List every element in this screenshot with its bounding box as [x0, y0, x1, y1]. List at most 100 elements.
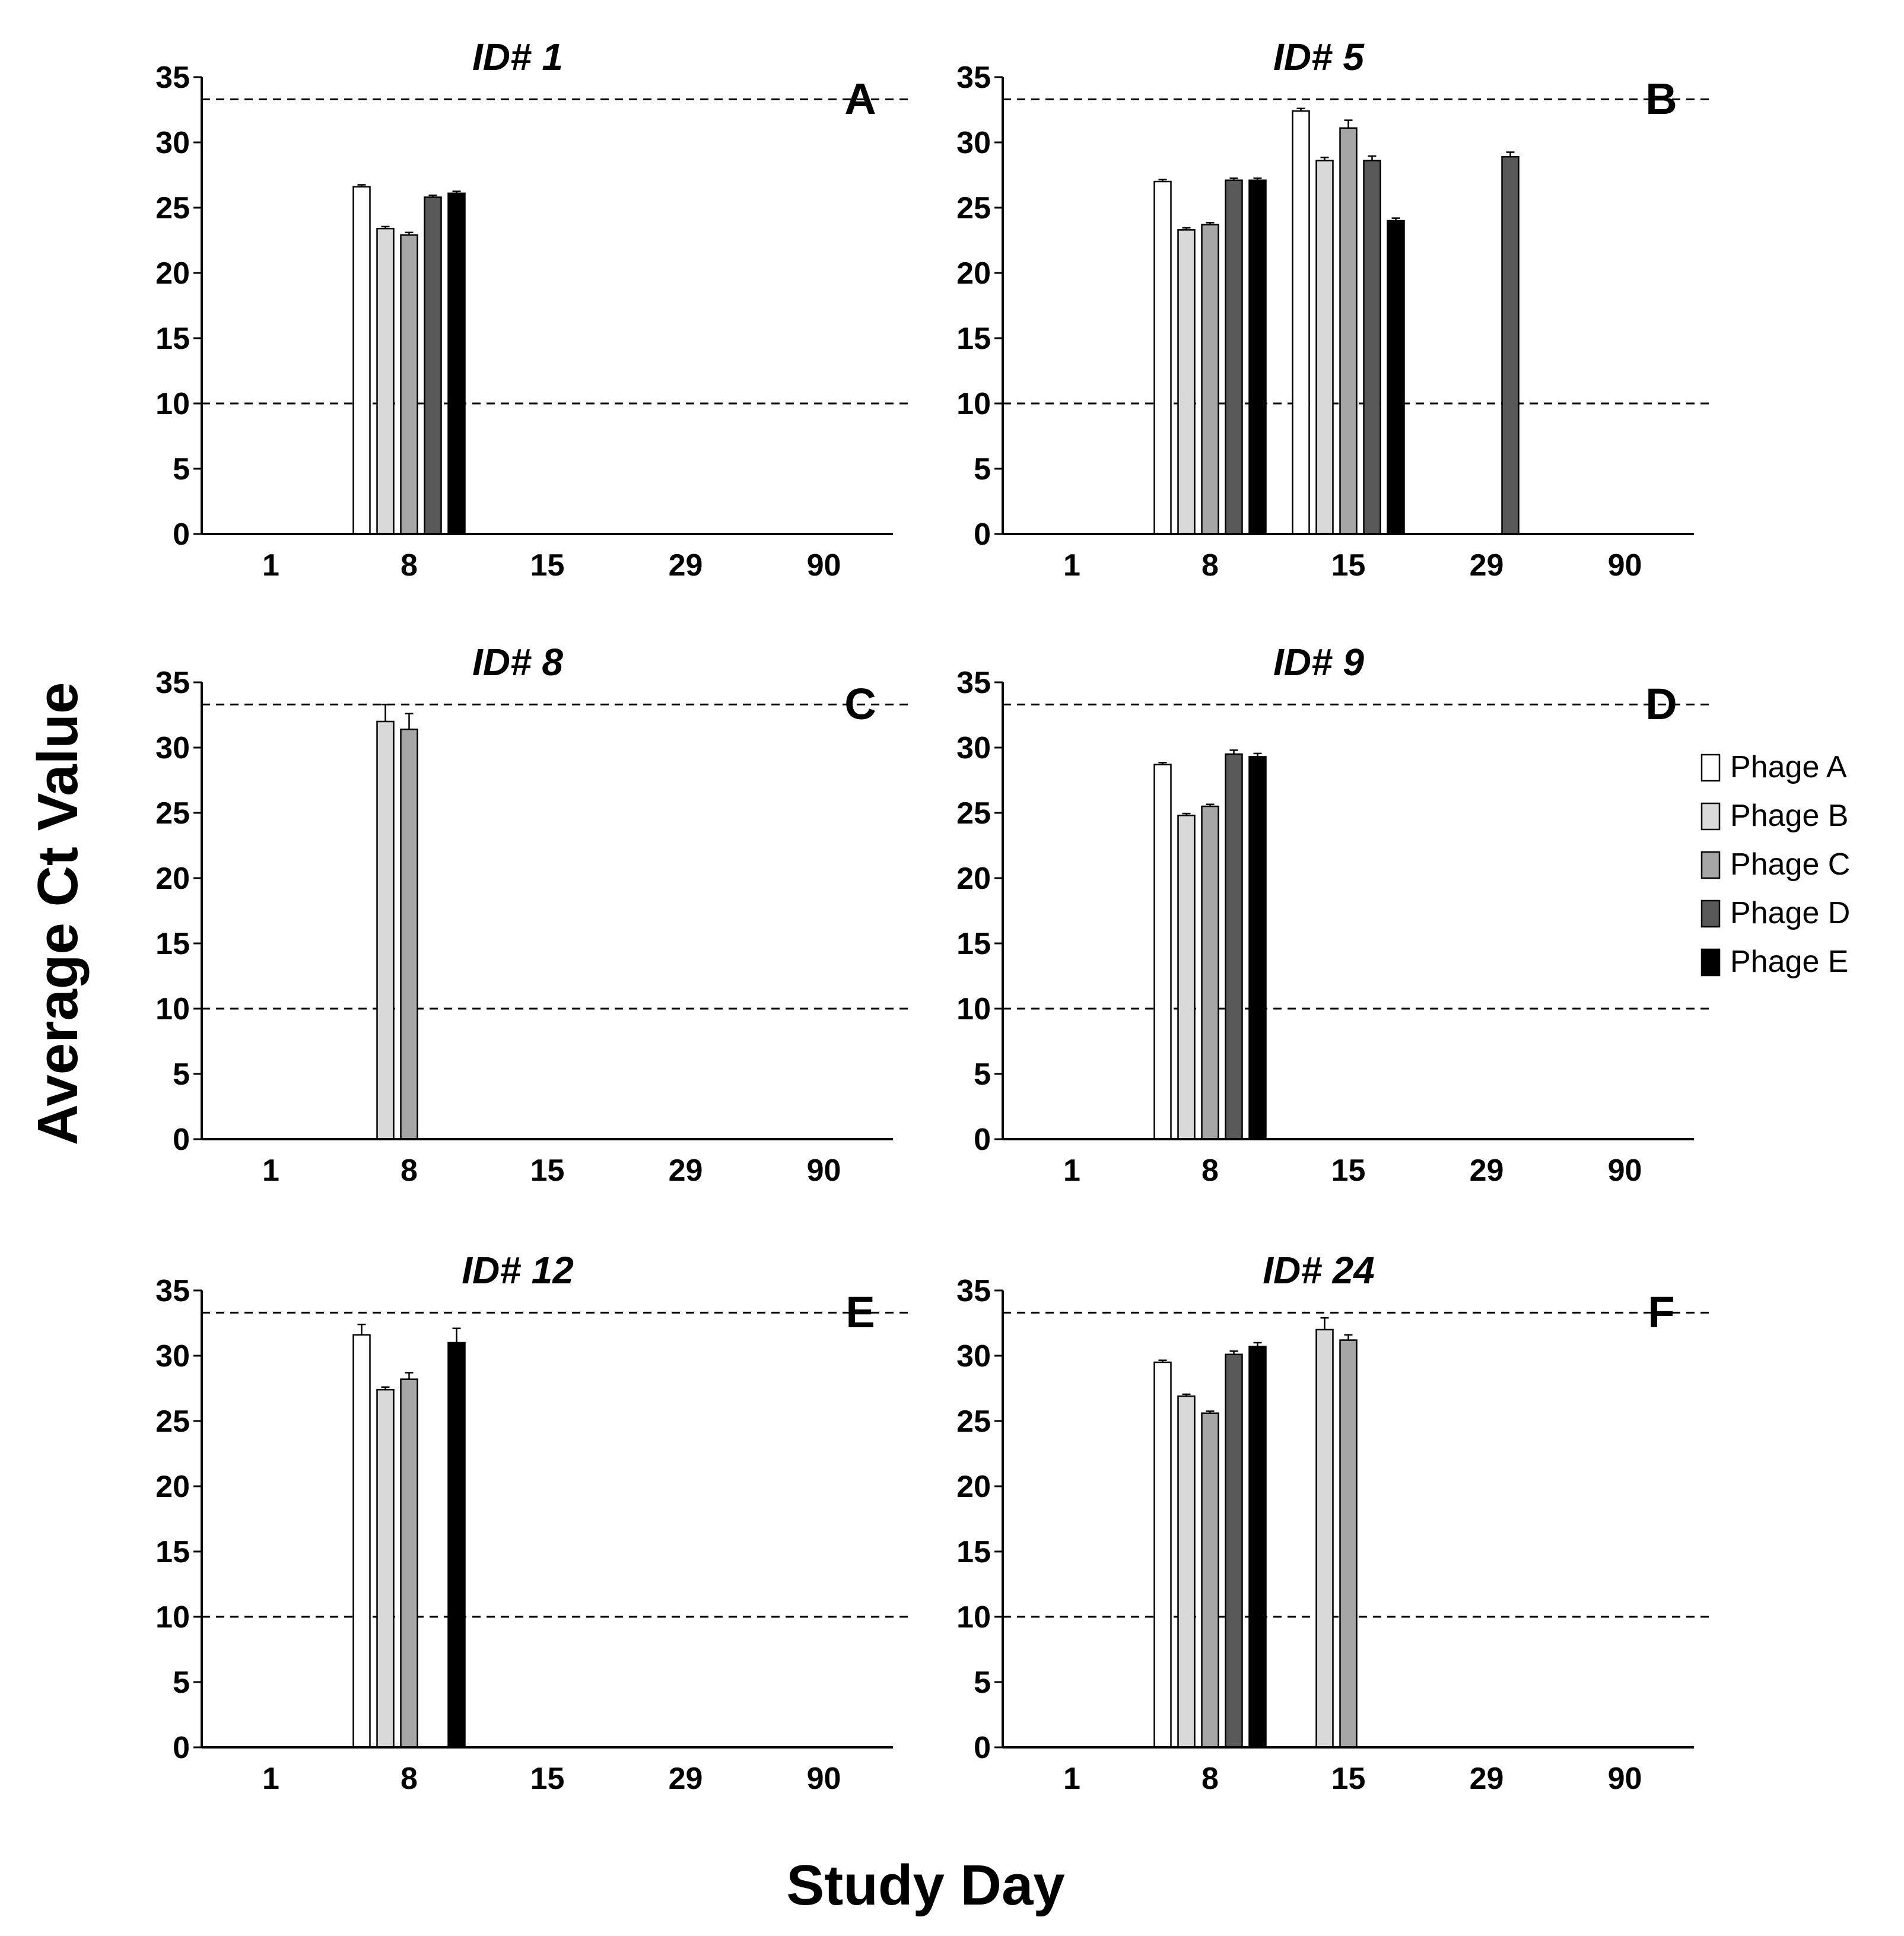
bar-c-day-8-series-1: [376, 720, 395, 1140]
y-tick-label: 30: [155, 731, 190, 765]
y-tick-label: 20: [956, 861, 991, 896]
bar-e-day-8-series-4: [447, 1341, 466, 1749]
x-tick-label: 15: [1331, 548, 1366, 583]
panel-title: ID# 12: [462, 1249, 574, 1292]
x-tick-label: 1: [1063, 548, 1080, 583]
bar-a-day-8-series-4: [447, 192, 466, 535]
y-tick-label: 5: [173, 1057, 190, 1092]
x-tick-label: 8: [1201, 1153, 1219, 1188]
x-tick-label: 29: [669, 1762, 703, 1796]
y-tick-label: 10: [155, 992, 190, 1026]
y-tick-label: 20: [956, 1470, 991, 1504]
panel-d: 0 5 10 15 20 25 30 35 1 8 15 29 90 ID# 9 D: [956, 641, 1709, 1188]
bar-d-day-8-series-4: [1248, 756, 1267, 1140]
y-tick-label: 10: [155, 1600, 190, 1635]
x-tick-label: 90: [807, 1762, 841, 1796]
x-tick-label: 15: [1331, 1762, 1366, 1796]
panel-a: 0 5 10 15 20 25 30 35 1 8 15 29 90 ID# 1 A: [155, 36, 908, 583]
x-tick-label: 90: [1608, 1762, 1642, 1796]
x-tick-label: 1: [1063, 1153, 1080, 1188]
x-tick-label: 90: [807, 548, 841, 583]
panel-title: ID# 1: [472, 36, 563, 78]
legend-swatch-2: [1700, 851, 1721, 879]
bar-b-day-15-series-0: [1292, 110, 1310, 535]
bar-a-day-8-series-0: [352, 186, 371, 535]
bar-b-day-15-series-2: [1339, 127, 1358, 535]
y-tick-label: 35: [155, 666, 190, 700]
y-tick-label: 35: [956, 1274, 991, 1308]
legend-swatch-4: [1700, 948, 1721, 977]
bar-f-day-8-series-4: [1248, 1346, 1267, 1749]
bar-a-day-8-series-2: [400, 234, 418, 535]
x-tick-label: 15: [1331, 1153, 1366, 1188]
x-tick-label: 1: [262, 1762, 279, 1796]
panel-letter: A: [844, 74, 876, 123]
bar-b-day-8-series-3: [1225, 179, 1243, 535]
bar-b-day-8-series-2: [1201, 224, 1219, 535]
x-tick-label: 15: [530, 548, 565, 583]
panel-title: ID# 5: [1273, 36, 1365, 78]
y-tick-label: 15: [155, 1535, 190, 1569]
bar-b-day-15-series-1: [1315, 160, 1334, 535]
y-tick-label: 20: [155, 1470, 190, 1504]
x-tick-label: 8: [400, 548, 418, 583]
y-tick-label: 20: [956, 256, 991, 291]
x-tick-label: 90: [807, 1153, 841, 1188]
bar-f-day-15-series-2: [1339, 1339, 1358, 1749]
y-tick-label: 5: [173, 1665, 190, 1700]
y-tick-label: 10: [956, 992, 991, 1026]
bar-f-day-15-series-1: [1315, 1328, 1334, 1749]
y-axis-title: Average Ct Value: [26, 682, 90, 1146]
bar-c-day-8-series-2: [400, 728, 418, 1140]
y-tick-label: 5: [974, 1057, 991, 1092]
y-tick-label: 5: [974, 452, 991, 487]
x-tick-label: 8: [400, 1153, 418, 1188]
x-tick-label: 29: [1470, 1153, 1504, 1188]
y-tick-label: 0: [173, 1731, 190, 1765]
legend-label-3: Phage D: [1730, 896, 1850, 930]
bar-b-day-8-series-0: [1153, 180, 1172, 535]
legend-label-0: Phage A: [1730, 750, 1847, 784]
y-tick-label: 25: [956, 191, 991, 225]
y-tick-label: 5: [974, 1665, 991, 1700]
panel-title: ID# 24: [1263, 1249, 1375, 1292]
x-tick-label: 90: [1608, 1153, 1642, 1188]
y-tick-label: 35: [155, 1274, 190, 1308]
y-tick-label: 30: [956, 731, 991, 765]
y-tick-label: 30: [155, 1339, 190, 1374]
bar-b-day-15-series-4: [1387, 220, 1405, 535]
x-tick-label: 8: [1201, 548, 1219, 583]
y-tick-label: 35: [956, 666, 991, 700]
y-tick-label: 10: [956, 387, 991, 421]
bar-f-day-8-series-3: [1225, 1353, 1243, 1749]
panel-letter: D: [1645, 679, 1677, 729]
y-tick-label: 25: [155, 1404, 190, 1439]
y-tick-label: 30: [956, 126, 991, 160]
panel-letter: F: [1648, 1288, 1674, 1337]
legend-label-4: Phage E: [1730, 945, 1849, 979]
x-tick-label: 8: [400, 1762, 418, 1796]
y-tick-label: 35: [956, 61, 991, 95]
bar-f-day-8-series-1: [1177, 1395, 1196, 1749]
x-tick-label: 1: [262, 1153, 279, 1188]
y-tick-label: 20: [155, 861, 190, 896]
legend-label-1: Phage B: [1730, 799, 1849, 833]
y-tick-label: 25: [155, 796, 190, 831]
panel-title: ID# 9: [1273, 641, 1364, 684]
panel-c: 0 5 10 15 20 25 30 35 1 8 15 29 90 ID# 8 C: [155, 641, 908, 1188]
y-tick-label: 0: [974, 517, 991, 552]
bar-f-day-8-series-0: [1153, 1361, 1172, 1749]
y-tick-label: 30: [956, 1339, 991, 1374]
bar-e-day-8-series-1: [376, 1388, 395, 1749]
y-tick-label: 15: [155, 322, 190, 356]
panel-e: 0 5 10 15 20 25 30 35 1 8 15 29 90 ID# 12 E: [155, 1249, 908, 1796]
panel-letter: B: [1645, 74, 1677, 123]
bar-b-day-29-series-3: [1501, 155, 1520, 535]
legend-swatch-1: [1700, 802, 1721, 831]
panel-letter: C: [844, 679, 876, 729]
x-tick-label: 29: [1470, 548, 1504, 583]
panel-letter: E: [845, 1288, 875, 1337]
panel-f: 0 5 10 15 20 25 30 35 1 8 15 29 90 ID# 24 F: [956, 1249, 1709, 1796]
